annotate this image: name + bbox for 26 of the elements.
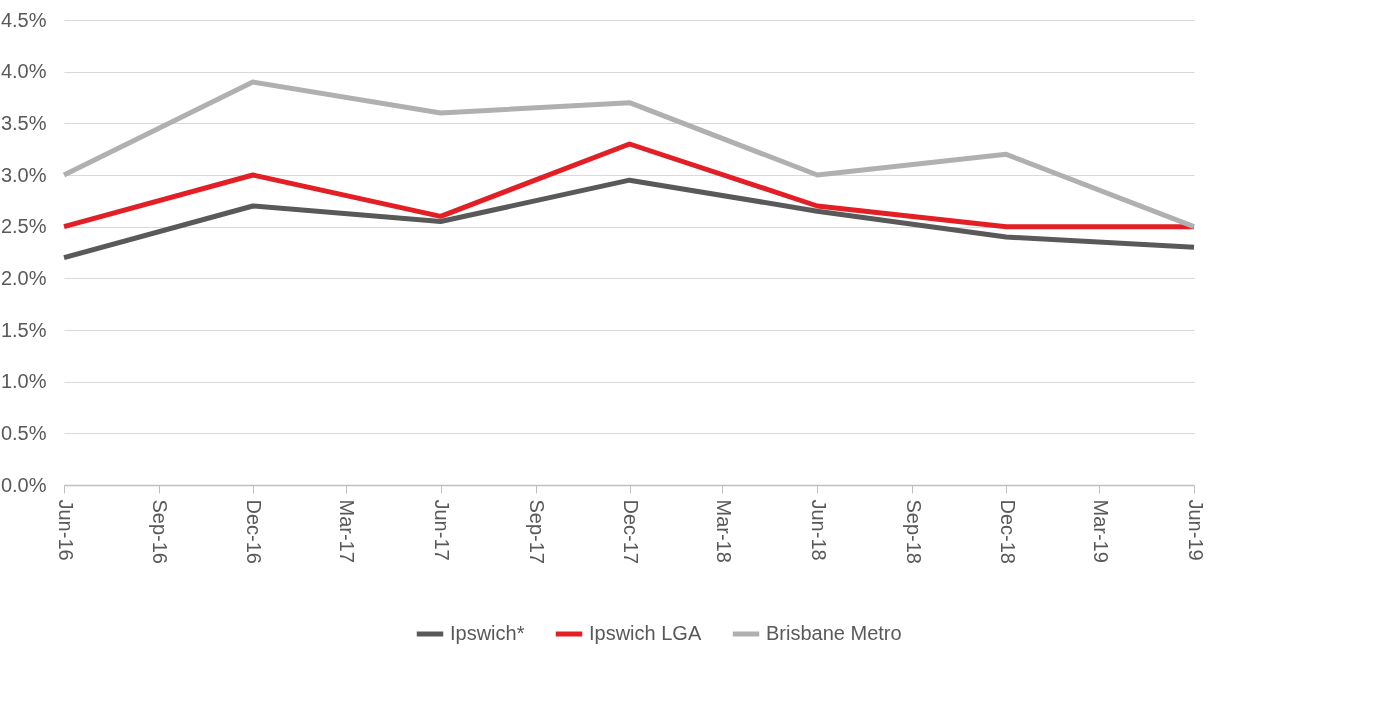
y-tick-label: 0.5% [0, 421, 47, 444]
x-tick-label: Mar-17 [336, 499, 359, 563]
y-tick-label: 0.0% [0, 473, 47, 496]
x-tick-label: Mar-19 [1089, 499, 1112, 563]
x-tick-label: Jun-16 [54, 499, 77, 561]
legend-label: Ipswich* [450, 622, 525, 644]
x-tick-label: Jun-17 [431, 499, 454, 561]
y-tick-label: 1.0% [0, 370, 47, 393]
y-tick-label: 3.5% [0, 111, 47, 134]
x-tick-label: Jun-18 [807, 499, 830, 561]
y-tick-label: 1.5% [0, 318, 47, 341]
x-tick-label: Sep-17 [526, 499, 549, 564]
x-tick-label: Dec-17 [620, 499, 643, 564]
x-tick-label: Sep-18 [902, 499, 925, 564]
x-tick-label: Dec-18 [996, 499, 1019, 564]
y-tick-label: 2.5% [0, 215, 47, 238]
x-tick-label: Mar-18 [712, 499, 735, 563]
x-tick-label: Dec-16 [243, 499, 266, 564]
y-tick-label: 2.0% [0, 266, 47, 289]
y-tick-label: 3.0% [0, 163, 47, 186]
y-tick-label: 4.0% [0, 60, 47, 83]
x-tick-label: Jun-19 [1184, 499, 1207, 561]
legend-label: Ipswich LGA [589, 622, 702, 644]
y-tick-label: 4.5% [0, 8, 47, 31]
legend-label: Brisbane Metro [766, 622, 902, 644]
x-tick-label: Sep-16 [149, 499, 172, 564]
